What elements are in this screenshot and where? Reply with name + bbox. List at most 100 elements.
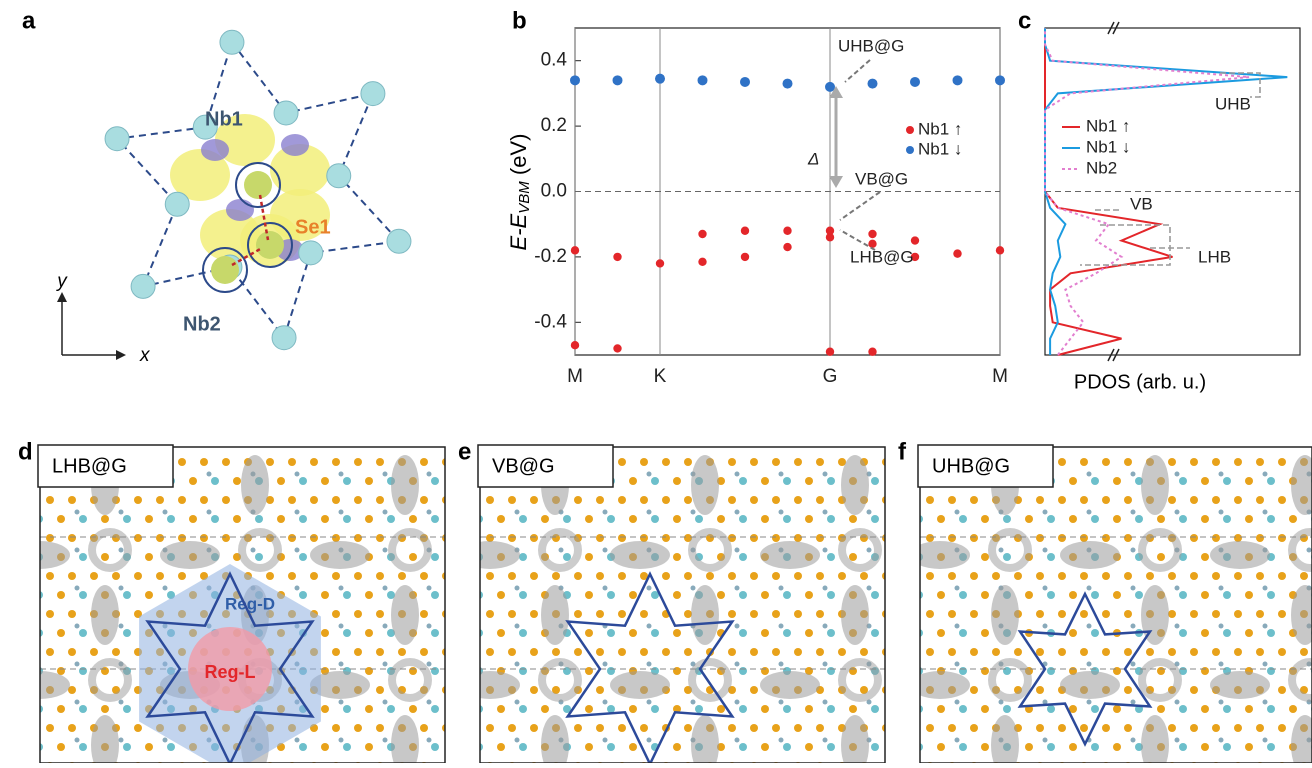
y-tick-label: 0.2 xyxy=(541,115,567,136)
bond-arrow xyxy=(231,246,263,267)
band-dot xyxy=(825,233,835,242)
title-box xyxy=(37,444,174,488)
arrow-head xyxy=(57,292,126,360)
band-dot xyxy=(825,347,835,356)
atom xyxy=(219,29,245,55)
bracket xyxy=(1080,72,1261,266)
atom xyxy=(271,325,297,351)
band-dot xyxy=(655,73,665,84)
leader-line xyxy=(839,191,881,221)
atom-ring xyxy=(235,162,281,208)
annotation: LHB@G xyxy=(850,247,914,266)
gap-arrow-head xyxy=(829,86,843,188)
band-dot xyxy=(613,252,622,262)
band-dot xyxy=(570,75,580,86)
map-title: LHB@G xyxy=(52,455,127,477)
band-dot xyxy=(783,242,792,252)
orbital-lobe xyxy=(170,149,230,201)
legend-label: Nb1 ↑ xyxy=(1086,116,1130,135)
atom-ring xyxy=(247,222,293,268)
band-dot xyxy=(868,347,877,356)
bond-arrow xyxy=(258,194,270,241)
panel-label: f xyxy=(898,438,907,465)
orbital-lobe xyxy=(226,199,254,221)
region-label: Reg-L xyxy=(205,662,256,682)
atom xyxy=(273,100,299,126)
y-tick-label: -0.4 xyxy=(534,311,567,332)
band-dot xyxy=(825,81,835,92)
title-box xyxy=(917,444,1054,488)
panel-label: a xyxy=(22,7,36,34)
panel-label: d xyxy=(18,438,33,465)
band-dot xyxy=(825,226,835,235)
atom xyxy=(211,256,239,284)
y-tick-label: 0.4 xyxy=(541,50,568,71)
legend-label: Nb1 ↑ xyxy=(918,119,962,138)
y-axis-label-main: E-E xyxy=(506,213,531,250)
band-dot xyxy=(995,246,1005,255)
y-axis-label-unit: (eV) xyxy=(506,134,531,182)
y-axis-label: E-EVBM (eV) xyxy=(506,134,533,251)
atom xyxy=(326,163,352,189)
band-dot xyxy=(698,229,707,239)
region-l xyxy=(188,627,272,711)
pdos-curve xyxy=(1044,28,1288,355)
band-dot xyxy=(613,344,622,353)
annotation: UHB xyxy=(1215,94,1251,113)
band-dot xyxy=(783,226,792,235)
legend-marker xyxy=(906,146,914,154)
atom xyxy=(298,240,324,266)
band-dot xyxy=(740,226,750,235)
band-structure: -0.4 -0.2 0.0 0.2 0.4 M K G M Nb1 ↑Nb1 ↓ UHB@G Δ VB@… xyxy=(534,27,1008,387)
x-axis-label: PDOS (arb. u.) xyxy=(1074,371,1206,393)
band-dot xyxy=(782,78,793,89)
y-axis-label-sub: VBM xyxy=(516,181,533,214)
crystal-structure xyxy=(104,29,412,351)
band-dot xyxy=(740,252,750,262)
band-dot xyxy=(910,252,920,262)
atom xyxy=(130,273,156,299)
map-title: UHB@G xyxy=(932,455,1010,477)
atom xyxy=(244,171,272,199)
band-dot xyxy=(910,76,920,87)
orbital-lobe xyxy=(200,209,260,261)
orbital-lobe xyxy=(215,114,275,166)
band-dot xyxy=(655,259,665,268)
y-tick-label: -0.2 xyxy=(534,246,567,267)
annotation: LHB xyxy=(1198,247,1231,266)
atom-label: Se1 xyxy=(295,216,331,238)
band-dot xyxy=(953,249,962,258)
pdos-chart: Nb1 ↑ Nb1 ↓ Nb2 UHB VB LHB xyxy=(1044,21,1301,362)
band-dot xyxy=(952,75,963,86)
band-dot xyxy=(867,78,878,89)
leader-line xyxy=(844,59,871,83)
band-dot xyxy=(570,246,580,255)
atom xyxy=(360,81,386,107)
axis-name: x xyxy=(139,345,151,366)
pdos-curve xyxy=(1044,28,1250,356)
atom xyxy=(192,114,218,140)
charge-density-maps: d Reg-D Reg-L LHB@G e VB@G f UHB@G xyxy=(18,438,1312,768)
band-dot xyxy=(570,340,580,350)
orbital-lobe xyxy=(281,134,309,156)
band-dot xyxy=(698,257,707,267)
atom xyxy=(256,231,284,259)
band-dot xyxy=(612,75,623,86)
band-dot xyxy=(868,239,877,249)
annotation: VB@G xyxy=(855,169,908,188)
annotation: UHB@G xyxy=(838,36,904,55)
band-dot xyxy=(910,236,920,245)
y-tick-label: 0.0 xyxy=(541,181,567,202)
band-dot xyxy=(697,75,708,86)
legend-marker xyxy=(906,126,914,134)
atom xyxy=(164,191,190,217)
atom-label: Nb1 xyxy=(205,108,243,130)
band-dot xyxy=(995,75,1005,86)
x-tick-label: M xyxy=(992,366,1008,387)
axis-name: y xyxy=(55,271,68,292)
star-outline xyxy=(1017,591,1153,747)
x-tick-label: M xyxy=(567,366,583,387)
atom-label: Nb2 xyxy=(183,313,221,335)
band-dot xyxy=(868,229,877,239)
